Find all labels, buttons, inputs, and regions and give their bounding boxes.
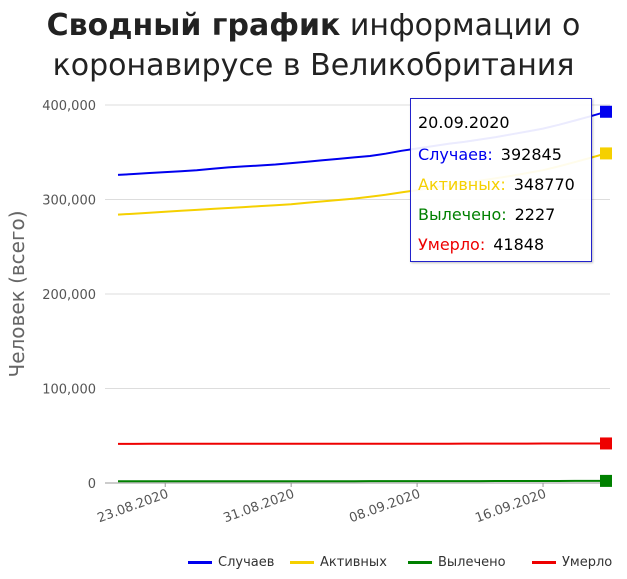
- y-axis-label: Человек (всего): [5, 210, 29, 377]
- legend-label: Случаев: [218, 555, 275, 570]
- y-tick-label: 100,000: [42, 383, 96, 398]
- x-tick-label: 08.09.2020: [347, 487, 422, 527]
- legend-swatch: [188, 561, 212, 564]
- legend-item-recovered[interactable]: Вылечено: [408, 555, 506, 570]
- series-point-marker: [600, 474, 612, 487]
- legend-swatch: [532, 561, 556, 564]
- x-tick-label: 31.08.2020: [221, 487, 296, 527]
- legend-swatch: [290, 561, 314, 564]
- series-point-marker: [600, 437, 612, 450]
- series-point-marker: [600, 147, 612, 160]
- legend-swatch: [408, 561, 432, 564]
- legend-label: Вылечено: [438, 555, 506, 570]
- chart-title-line2: коронавирусе в Великобритания: [52, 48, 575, 83]
- tooltip-label: Умерло:: [418, 235, 486, 254]
- x-axis-ticks: 23.08.2020 31.08.2020 08.09.2020 16.09.2020: [96, 483, 548, 527]
- tooltip-row-deaths: Умерло: 41848: [418, 235, 544, 254]
- y-tick-label: 400,000: [42, 99, 96, 114]
- tooltip-value: 41848: [493, 235, 545, 254]
- y-tick-label: 300,000: [42, 194, 96, 209]
- series-end-markers: [600, 105, 612, 487]
- tooltip-date: 20.09.2020: [418, 113, 510, 132]
- tooltip-row-recovered: Вылечено: 2227: [418, 205, 555, 224]
- legend-item-active[interactable]: Активных: [290, 555, 387, 570]
- legend-label: Умерло: [562, 555, 613, 570]
- chart-title-bold: Сводный график: [46, 8, 341, 43]
- legend-item-cases[interactable]: Случаев: [188, 555, 274, 570]
- y-axis-ticks: 0 100,000 200,000 300,000 400,000: [42, 99, 96, 492]
- tooltip-value: 392845: [500, 145, 562, 164]
- tooltip-row-active: Активных: 348770: [418, 175, 575, 194]
- x-tick-label: 23.08.2020: [96, 487, 171, 527]
- tooltip-value: 2227: [514, 205, 556, 224]
- tooltip-label: Вылечено:: [418, 205, 507, 224]
- tooltip-label: Случаев:: [418, 145, 493, 164]
- tooltip-value: 348770: [513, 175, 575, 194]
- y-tick-label: 0: [88, 477, 96, 492]
- tooltip-label: Активных:: [418, 175, 506, 194]
- x-tick-label: 16.09.2020: [473, 487, 548, 527]
- hover-tooltip: 20.09.2020 Случаев: 392845 Активных: 34877…: [410, 98, 592, 262]
- series-point-marker: [600, 105, 612, 118]
- chart-title: Сводный график информации о коронавирусе…: [0, 6, 627, 86]
- legend-item-deaths[interactable]: Умерло: [532, 555, 612, 570]
- chart-title-rest: информации о: [340, 8, 581, 43]
- tooltip-row-cases: Случаев: 392845: [418, 145, 562, 164]
- legend-label: Активных: [320, 555, 387, 570]
- y-tick-label: 200,000: [42, 288, 96, 303]
